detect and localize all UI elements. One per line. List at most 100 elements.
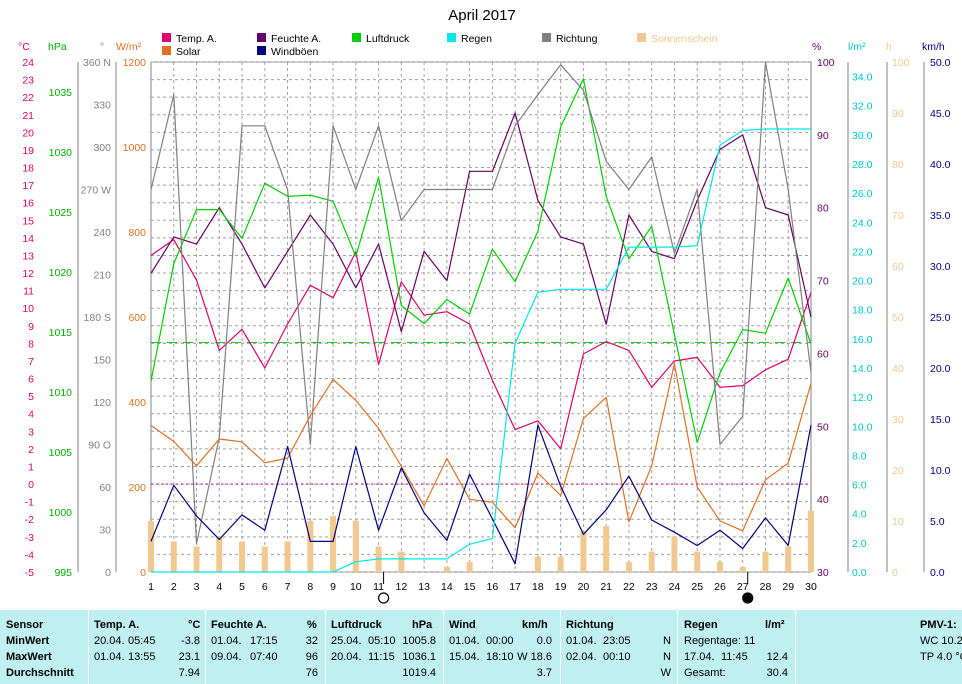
wind-min-time: 00:00 [486, 635, 514, 647]
press-max-val: 1036.1 [402, 651, 436, 663]
sunshine-bar [261, 546, 268, 572]
solar-tick-label: 400 [128, 397, 146, 409]
rain-tick-label: 18.0 [852, 305, 873, 317]
chart-title: April 2017 [448, 7, 516, 24]
x-tick-label: 19 [555, 581, 567, 593]
legend-label: Temp. A. [176, 33, 217, 45]
legend-swatch [447, 33, 456, 42]
temp-tick-label: 7 [28, 356, 34, 368]
row-label-sensor: Sensor [6, 619, 44, 631]
axes: 2423222120191817161514131211109876543210… [22, 57, 950, 579]
rain-tick-label: 6.0 [852, 480, 867, 492]
x-tick-label: 24 [669, 581, 681, 593]
wind-tick-label: 10.0 [930, 465, 951, 477]
direction-tick-label: 180 S [84, 312, 111, 324]
dir-min-date: 01.04. [566, 635, 597, 647]
solar-tick-label: 600 [128, 312, 146, 324]
wind-tick-label: 35.0 [930, 210, 951, 222]
sun-tick-label: 80 [892, 159, 904, 171]
rain-tick-label: 22.0 [852, 246, 873, 258]
wind-tick-label: 0.0 [930, 567, 945, 579]
rain-unit: l/m² [765, 619, 785, 631]
sunshine-bar [443, 566, 450, 572]
hum-min-val: 32 [305, 635, 318, 647]
sunshine-bar [193, 546, 200, 572]
x-tick-label: 2 [171, 581, 177, 593]
humidity-tick-label: 60 [817, 348, 829, 360]
legend: Temp. A. Feuchte A. Luftdruck Regen Richtung… [162, 33, 718, 58]
series-line-rain [151, 128, 811, 573]
legend-label: Windböen [271, 46, 318, 58]
sunshine-bars [148, 510, 814, 572]
sunshine-bar [557, 556, 564, 572]
pmv-title: PMV-1: [920, 619, 957, 631]
rain-tick-label: 2.0 [852, 538, 867, 550]
solar-tick-label: 200 [128, 482, 146, 494]
solar-unit-label: W/m² [116, 41, 142, 53]
grid [150, 61, 812, 573]
rain-tick-label: 26.0 [852, 188, 873, 200]
temp-tick-label: 13 [22, 250, 34, 262]
temp-tick-label: 19 [22, 145, 34, 157]
pmv-line2: TP 4.0 °C [920, 651, 962, 663]
temp-tick-label: 11 [23, 286, 34, 298]
legend-label: Regen [461, 33, 492, 45]
hum-min-time: 17:15 [250, 635, 278, 647]
sunshine-bar [785, 546, 792, 572]
pressure-tick-label: 995 [54, 567, 72, 579]
temp-tick-label: -1 [25, 497, 34, 509]
rain-title: Regen [684, 619, 718, 631]
temp-tick-label: 5 [28, 391, 34, 403]
direction-tick-label: 360 N [83, 57, 111, 69]
dir-min-time: 23:05 [603, 635, 631, 647]
temp-tick-label: 21 [22, 110, 34, 122]
hum-avg: 76 [305, 667, 318, 679]
temp-tick-label: 17 [22, 180, 34, 192]
legend-swatch [542, 33, 551, 42]
sun-tick-label: 20 [892, 465, 904, 477]
dir-max-time: 00:10 [603, 651, 631, 663]
temp-unit-label: °C [18, 41, 30, 53]
temp-unit: °C [188, 619, 201, 631]
direction-tick-label: 210 [93, 270, 111, 282]
temp-tick-label: 15 [22, 215, 34, 227]
sunshine-bar [603, 526, 610, 572]
temp-tick-label: 10 [22, 303, 34, 315]
direction-tick-label: 0 [105, 567, 111, 579]
sunshine-bar [307, 521, 314, 572]
solar-tick-label: 1200 [123, 57, 147, 69]
press-min-date: 25.04. [331, 635, 362, 647]
rain-tick-label: 24.0 [852, 217, 873, 229]
x-tick-label: 16 [487, 581, 499, 593]
humidity-tick-label: 80 [817, 203, 829, 215]
series-line-temp [150, 239, 812, 450]
series-line-direction [150, 61, 812, 545]
hum-title: Feuchte A. [211, 619, 267, 631]
hum-max-time: 07:40 [250, 651, 278, 663]
legend-label: Solar [176, 46, 201, 58]
x-tick-label: 10 [350, 581, 362, 593]
sun-tick-label: 90 [892, 108, 904, 120]
x-axis-ticks: 1 2 3 4 5 6 7 8 9 10 11 12 13 14 15 16 17 18 19 20 21 22 23 24 2… [148, 581, 817, 593]
press-title: Luftdruck [331, 619, 382, 631]
x-tick-label: 13 [418, 581, 430, 593]
rain-tick-label: 14.0 [852, 363, 873, 375]
x-tick-label: 11 [373, 581, 384, 593]
rain-tick-label: 12.0 [852, 392, 873, 404]
temp-tick-label: -2 [25, 514, 34, 526]
legend-label: Luftdruck [366, 33, 410, 45]
hum-max-val: 96 [305, 651, 318, 663]
x-tick-label: 17 [509, 581, 521, 593]
wind-tick-label: 25.0 [930, 312, 951, 324]
series-line-wind [150, 424, 812, 565]
x-tick-label: 25 [691, 581, 703, 593]
series-line-pressure [150, 78, 812, 443]
sun-tick-label: 100 [892, 57, 910, 69]
sun-tick-label: 0 [892, 567, 898, 579]
temp-tick-label: 4 [28, 409, 34, 421]
temp-min-date: 20.04. [94, 635, 125, 647]
wind-max-val: W 18.6 [517, 651, 552, 663]
wind-max-time: 18:10 [486, 651, 514, 663]
direction-tick-label: 330 [93, 100, 111, 112]
legend-swatch [257, 33, 266, 42]
